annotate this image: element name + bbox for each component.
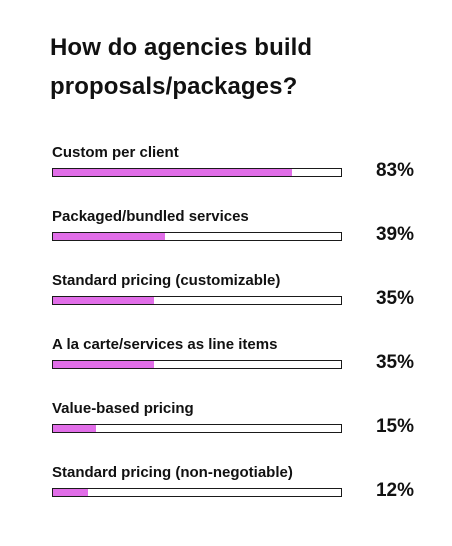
chart-title: How do agencies build proposals/packages… [50,34,313,100]
bar-category-label: Custom per client [52,144,179,161]
bar-track [52,360,342,369]
bar-row: Packaged/bundled services 39% [52,208,422,272]
bar-category-label: Standard pricing (non-negotiable) [52,464,293,481]
bar-fill [53,297,154,304]
bar-fill [53,489,88,496]
bar-value-label: 35% [375,352,414,373]
bar-value-label: 15% [375,416,414,437]
bar-fill [53,233,166,240]
bar-track [52,232,342,241]
bar-category-label: Value-based pricing [52,400,194,417]
bar-fill [53,425,97,432]
bar-fill [53,361,154,368]
bar-row: Standard pricing (non-negotiable) 12% [52,464,422,528]
bar-track [52,168,342,177]
bar-value-label: 39% [375,224,414,245]
bar-value-label: 35% [375,288,414,309]
bar-value-label: 83% [375,160,414,181]
bar-category-label: Standard pricing (customizable) [52,272,281,289]
bar-track [52,296,342,305]
bar-category-label: Packaged/bundled services [52,208,249,225]
bar-row: Value-based pricing 15% [52,400,422,464]
bar-track [52,488,342,497]
bar-chart: Custom per client 83% Packaged/bundled ser… [52,144,422,528]
bar-category-label: A la carte/services as line items [52,336,278,353]
bar-row: Custom per client 83% [52,144,422,208]
bar-row: A la carte/services as line items 35% [52,336,422,400]
bar-track [52,424,342,433]
bar-value-label: 12% [375,480,414,501]
bar-row: Standard pricing (customizable) 35% [52,272,422,336]
bar-fill [53,169,293,176]
